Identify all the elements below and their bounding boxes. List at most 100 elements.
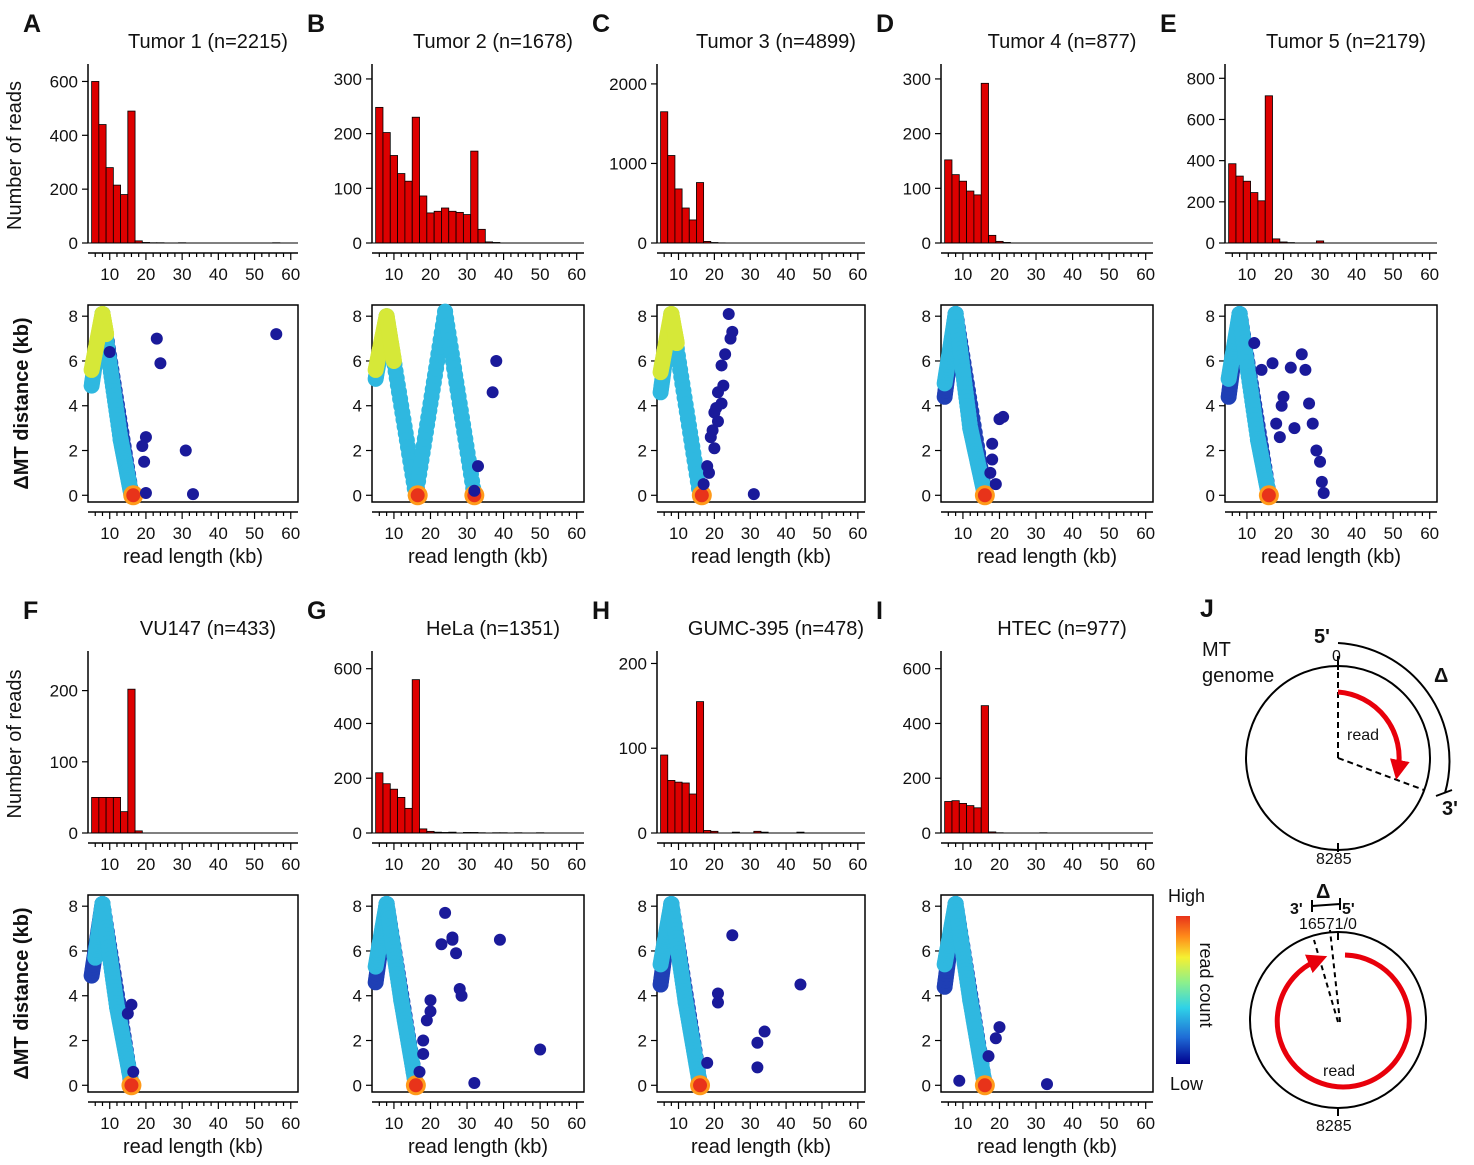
x-axis-label: read length (kb)	[123, 546, 263, 568]
x-tick-label: 50	[531, 855, 550, 874]
hot-spot-core	[124, 1078, 139, 1093]
scatter-panel-i: 0 2 4 6 8 10 20 30 40 50 60 read length (kb)	[922, 894, 1155, 1158]
panel-title: VU147 (n=433)	[140, 618, 276, 640]
x-tick-label: 60	[281, 265, 300, 284]
y-tick-label: 4	[69, 987, 78, 1006]
y-tick-label: 0	[922, 1076, 931, 1095]
x-axis-label: read length (kb)	[408, 1136, 548, 1158]
scatter-panel-f: 0 2 4 6 8 10 20 30 40 50 60 read length (kb) ΔMT dis…	[11, 894, 300, 1158]
outlier-point	[1275, 399, 1288, 412]
y-tick-label: 2	[638, 442, 647, 461]
outlier-point	[136, 440, 149, 453]
histogram-bar	[426, 212, 435, 244]
histogram-bar	[127, 688, 136, 834]
scatter-panel-d: 0 2 4 6 8 10 20 30 40 50 60 read length (kb)	[922, 304, 1155, 568]
histogram-bar	[397, 173, 406, 244]
x-tick-label: 60	[281, 1114, 300, 1133]
hot-spot-core	[410, 488, 425, 503]
outlier-point	[794, 978, 807, 991]
x-tick-label: 30	[1027, 1114, 1046, 1133]
x-tick-label: 40	[1347, 524, 1366, 543]
outlier-point	[127, 1065, 140, 1078]
y-tick-label: 6	[353, 942, 362, 961]
x-tick-label: 40	[209, 265, 228, 284]
histogram-bar	[966, 805, 975, 834]
y-tick-label: 0	[638, 1076, 647, 1095]
x-tick-label: 40	[777, 265, 796, 284]
hot-spot-core	[1261, 488, 1276, 503]
diagram-five-prime-top: 5'	[1314, 626, 1330, 648]
outlier-point	[139, 487, 152, 500]
y-tick-label: 200	[903, 769, 931, 788]
scatter-panel-c: 0 2 4 6 8 10 20 30 40 50 60 read length (kb)	[638, 304, 867, 568]
y-tick-label: 200	[50, 682, 78, 701]
histogram-bar	[91, 797, 100, 834]
histogram-bar	[404, 180, 413, 244]
y-tick-label: 8	[69, 897, 78, 916]
x-tick-label: 30	[173, 524, 192, 543]
y-tick-label: 6	[69, 352, 78, 371]
scatter-panel-a: 0 2 4 6 8 10 20 30 40 50 60 read length (kb) ΔMT dis…	[11, 304, 300, 568]
diagram-16571-label: 16571/0	[1299, 916, 1357, 933]
y-tick-label: 4	[638, 397, 647, 416]
y-axis-label: Number of reads	[4, 670, 26, 819]
x-tick-label: 50	[1100, 1114, 1119, 1133]
colorbar-high-label: High	[1168, 886, 1205, 906]
y-tick-label: 8	[69, 307, 78, 326]
colorbar: High Low read count	[1168, 886, 1216, 1094]
histogram-bar	[462, 214, 472, 244]
x-tick-label: 30	[1027, 265, 1046, 284]
y-tick-label: 2	[922, 442, 931, 461]
x-tick-label: 20	[705, 265, 724, 284]
histogram-panel-c: C Tumor 3 (n=4899) 0 1000 2000 10 20 30 40 50 60	[592, 10, 867, 284]
outlier-point	[1266, 357, 1279, 370]
x-tick-label: 20	[1274, 524, 1293, 543]
y-tick-label: 0	[353, 486, 362, 505]
outlier-point	[986, 453, 999, 466]
y-tick-label: 400	[50, 126, 78, 145]
outlier-point	[715, 359, 728, 372]
outlier-point	[270, 328, 283, 341]
histogram-bar	[1257, 200, 1266, 244]
hot-spot-core	[693, 1078, 708, 1093]
outlier-point	[724, 332, 737, 345]
outlier-point	[1303, 397, 1316, 410]
histogram-bar	[973, 194, 982, 244]
y-tick-label: 0	[353, 824, 362, 843]
panel-title: Tumor 4 (n=877)	[988, 31, 1137, 53]
y-tick-label: 4	[638, 987, 647, 1006]
outlier-point	[468, 1077, 481, 1090]
y-tick-label: 4	[353, 987, 362, 1006]
histogram-bar	[944, 801, 953, 834]
outlier-point	[138, 455, 151, 468]
x-tick-label: 30	[741, 855, 760, 874]
x-tick-label: 10	[669, 265, 688, 284]
scatter-panel-e: 0 2 4 6 8 10 20 30 40 50 60 read length (kb)	[1206, 304, 1439, 568]
x-tick-label: 50	[1100, 855, 1119, 874]
outlier-point	[953, 1074, 966, 1087]
histogram-bar	[1264, 95, 1273, 244]
histogram-bar	[433, 210, 442, 244]
x-tick-label: 60	[1136, 524, 1155, 543]
outlier-point	[1315, 475, 1328, 488]
diagram-delta-top: Δ	[1434, 665, 1448, 687]
x-tick-label: 20	[705, 524, 724, 543]
outlier-point	[1310, 444, 1323, 457]
outlier-point	[1255, 363, 1268, 376]
outlier-point	[989, 478, 1002, 491]
x-tick-label: 50	[813, 855, 832, 874]
panel-letter-f: F	[23, 597, 38, 625]
x-tick-label: 60	[281, 855, 300, 874]
x-tick-label: 30	[1027, 855, 1046, 874]
diagram-mt-label: MT	[1202, 639, 1231, 661]
outlier-point	[701, 1056, 714, 1069]
histogram-bar	[419, 828, 428, 834]
y-tick-label: 0	[922, 234, 931, 253]
outlier-point	[751, 1036, 764, 1049]
y-tick-label: 600	[334, 660, 362, 679]
histogram-bar	[389, 788, 398, 834]
diagram-five-prime-bottom: 5'	[1342, 901, 1355, 918]
x-axis-label: read length (kb)	[977, 1136, 1117, 1158]
outlier-point	[417, 1034, 430, 1047]
